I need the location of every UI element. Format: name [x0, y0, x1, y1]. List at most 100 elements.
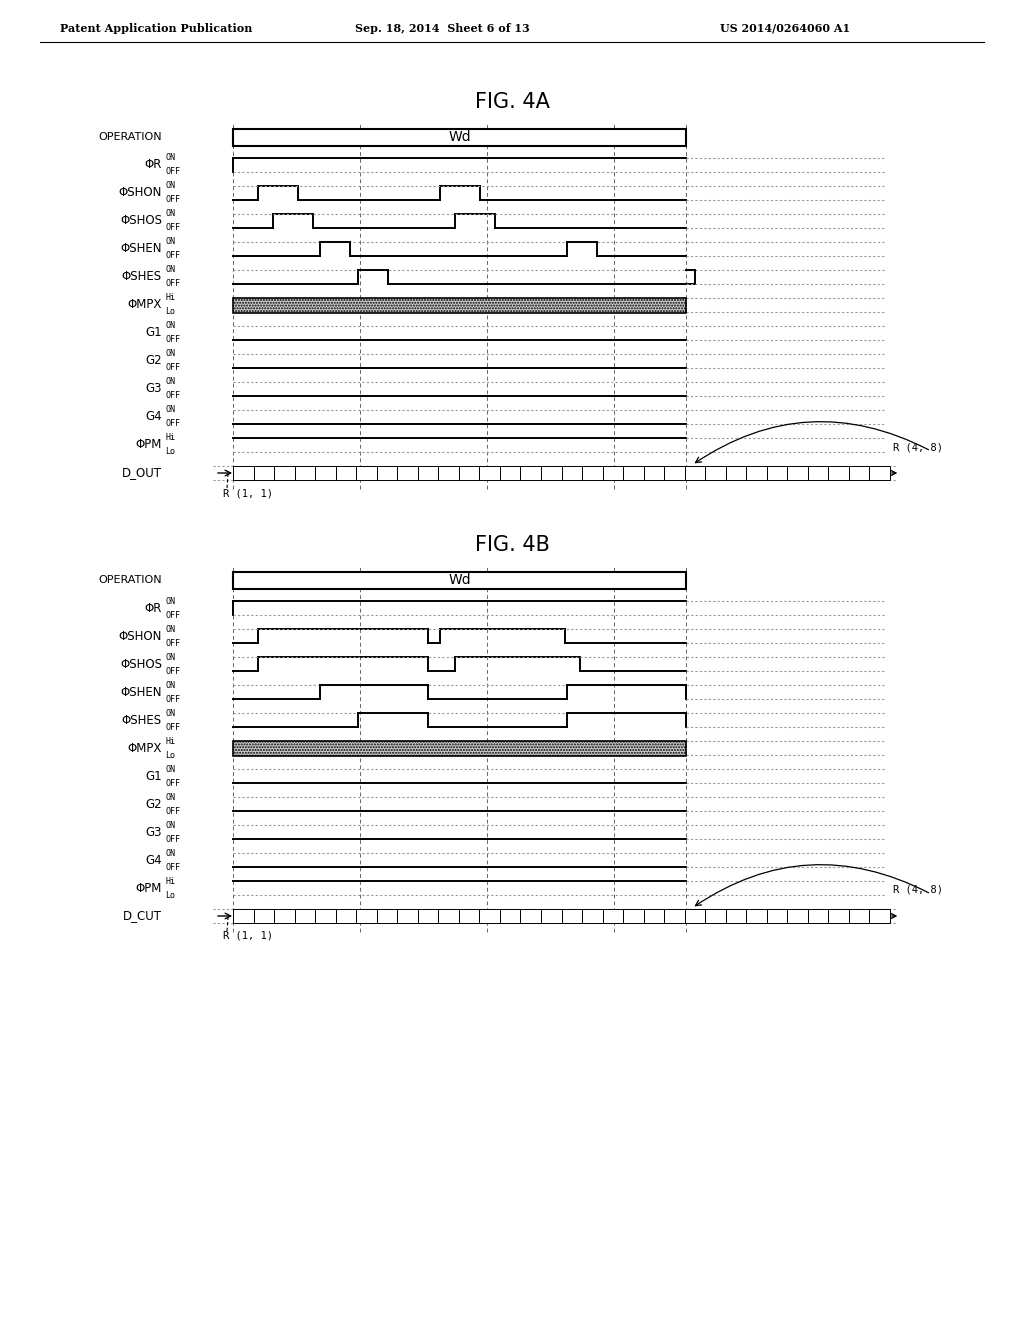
Text: Hi: Hi — [165, 293, 175, 302]
Text: ON: ON — [165, 652, 175, 661]
Text: 8: 8 — [878, 913, 882, 919]
Text: 6: 6 — [673, 913, 677, 919]
Text: 8: 8 — [714, 913, 718, 919]
Text: G2: G2 — [145, 797, 162, 810]
Text: 8: 8 — [549, 913, 553, 919]
Text: 2: 2 — [755, 470, 759, 477]
Bar — [315, 909, 336, 923]
Bar — [274, 466, 295, 480]
Bar — [767, 909, 787, 923]
Text: OFF: OFF — [165, 252, 180, 260]
Text: 7: 7 — [693, 913, 697, 919]
Text: R (4, 8): R (4, 8) — [893, 884, 943, 895]
Text: 3: 3 — [446, 913, 451, 919]
Text: ON: ON — [165, 378, 175, 387]
Bar — [377, 909, 397, 923]
Text: R (1, 1): R (1, 1) — [223, 931, 273, 941]
Bar — [665, 466, 685, 480]
Text: 4: 4 — [467, 470, 471, 477]
Bar — [418, 466, 438, 480]
Bar — [274, 909, 295, 923]
Text: 3: 3 — [775, 470, 779, 477]
Text: Lo: Lo — [165, 891, 175, 899]
Text: 1: 1 — [241, 913, 246, 919]
Text: 1: 1 — [569, 913, 573, 919]
Text: 4: 4 — [303, 470, 307, 477]
Text: 3: 3 — [446, 470, 451, 477]
Text: 4: 4 — [303, 913, 307, 919]
Bar — [315, 466, 336, 480]
Bar — [233, 466, 254, 480]
Bar — [706, 909, 726, 923]
Bar — [397, 909, 418, 923]
Bar — [233, 741, 686, 755]
Bar — [644, 909, 665, 923]
Text: 8: 8 — [549, 470, 553, 477]
Text: ΦSHON: ΦSHON — [119, 186, 162, 199]
Bar — [602, 466, 623, 480]
Bar — [541, 909, 561, 923]
Text: 1: 1 — [734, 470, 738, 477]
Text: Lo: Lo — [165, 751, 175, 759]
Text: 8: 8 — [385, 470, 389, 477]
Text: Lo: Lo — [165, 447, 175, 457]
Text: OFF: OFF — [165, 280, 180, 289]
Text: ON: ON — [165, 238, 175, 247]
Text: 1: 1 — [406, 913, 410, 919]
Text: G4: G4 — [145, 854, 162, 866]
Text: G3: G3 — [145, 383, 162, 396]
Text: D_OUT: D_OUT — [122, 466, 162, 479]
Text: R (1, 1): R (1, 1) — [223, 488, 273, 498]
Text: ΦMPX: ΦMPX — [128, 742, 162, 755]
Bar — [644, 466, 665, 480]
Text: G1: G1 — [145, 770, 162, 783]
Text: Sep. 18, 2014  Sheet 6 of 13: Sep. 18, 2014 Sheet 6 of 13 — [355, 22, 529, 33]
Text: 6: 6 — [508, 470, 512, 477]
Text: OFF: OFF — [165, 639, 180, 648]
Text: OFF: OFF — [165, 610, 180, 619]
Text: OPERATION: OPERATION — [98, 132, 162, 143]
Bar — [438, 909, 459, 923]
Text: 2: 2 — [262, 913, 266, 919]
Text: G3: G3 — [145, 825, 162, 838]
Text: 6: 6 — [344, 913, 348, 919]
Text: OFF: OFF — [165, 694, 180, 704]
Bar — [869, 466, 890, 480]
Text: Wd: Wd — [449, 129, 471, 144]
Bar — [295, 466, 315, 480]
Text: 2: 2 — [426, 913, 430, 919]
Text: OFF: OFF — [165, 168, 180, 177]
Bar — [356, 909, 377, 923]
Text: OFF: OFF — [165, 667, 180, 676]
Text: FIG. 4A: FIG. 4A — [474, 92, 550, 112]
Bar — [561, 466, 582, 480]
Bar — [828, 909, 849, 923]
Bar — [869, 909, 890, 923]
Bar — [767, 466, 787, 480]
Text: 4: 4 — [631, 913, 636, 919]
Text: ON: ON — [165, 350, 175, 359]
Text: ΦSHES: ΦSHES — [122, 714, 162, 726]
Text: Patent Application Publication: Patent Application Publication — [60, 22, 252, 33]
Text: OFF: OFF — [165, 195, 180, 205]
Text: 3: 3 — [283, 913, 287, 919]
Bar — [397, 466, 418, 480]
Text: ON: ON — [165, 681, 175, 689]
Text: 7: 7 — [365, 470, 369, 477]
Bar — [726, 909, 746, 923]
Bar — [479, 466, 500, 480]
Text: G1: G1 — [145, 326, 162, 339]
Text: 4: 4 — [796, 913, 800, 919]
Text: OFF: OFF — [165, 779, 180, 788]
Text: ON: ON — [165, 849, 175, 858]
Text: G4: G4 — [145, 411, 162, 424]
Text: 1: 1 — [569, 470, 573, 477]
Text: ΦPM: ΦPM — [135, 438, 162, 451]
Text: 4: 4 — [467, 913, 471, 919]
Text: ON: ON — [165, 709, 175, 718]
Text: 5: 5 — [816, 913, 820, 919]
Bar — [233, 128, 686, 145]
Text: ΦSHEN: ΦSHEN — [121, 685, 162, 698]
Bar — [623, 466, 644, 480]
Text: OFF: OFF — [165, 420, 180, 429]
